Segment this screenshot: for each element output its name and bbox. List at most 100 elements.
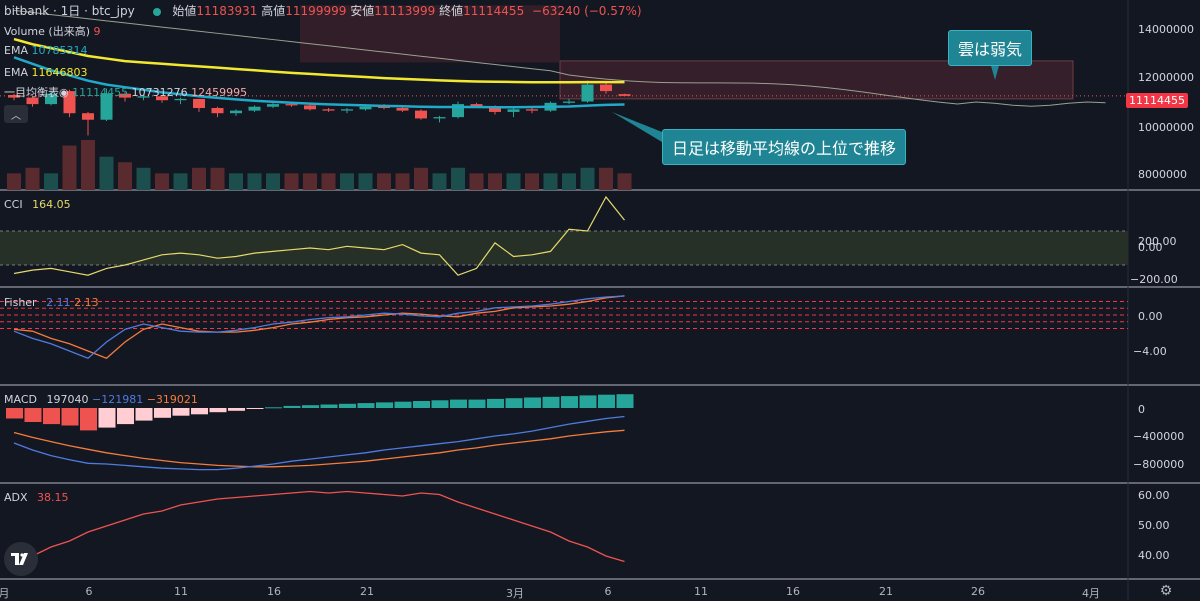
legend-ema-long[interactable]: EMA 11646803 [4,66,87,80]
volume-bar [7,173,21,190]
candle-body [322,109,335,111]
fisher-label: Fisher [4,296,37,309]
chevron-up-icon: ︿ [11,110,21,122]
volume-value: 9 [93,25,101,38]
macd-histogram-bar [376,402,393,408]
fisher-legend[interactable]: Fisher 2.11 2.13 [4,296,99,310]
cci-tick: −200.00 [1130,273,1178,286]
ema-long-value: 11646803 [31,66,88,79]
eye-icon: ◉ [59,86,69,99]
x-axis-label: 21 [879,585,893,598]
ema-long-label: EMA [4,66,28,79]
legend-ichimoku[interactable]: 一目均衡表◉ 11114455 10731276 12459995 [4,86,247,100]
adx-pane [13,490,625,563]
x-axis-label: 11 [174,585,188,598]
legend-ema-short[interactable]: EMA 10785314 [4,44,87,58]
macd-histogram-bar [80,408,97,431]
volume-bar [173,173,188,190]
cloud-note-callout[interactable]: 雲は弱気 [948,30,1033,66]
volume-bar [617,173,632,190]
cci-tick: 0.00 [1138,241,1163,254]
candle-body [26,97,39,105]
candle-body [8,95,20,98]
x-axis-label: 4月 [1082,587,1100,600]
x-axis-label: 26 [971,585,985,598]
x-axis-label: 16 [786,585,800,598]
tradingview-logo-icon[interactable] [4,542,38,576]
price-tick: 10000000 [1138,121,1194,134]
x-axis-label: 月 [0,587,10,600]
cci-value: 164.05 [32,198,71,211]
macd-histogram-bar [209,408,227,413]
volume-bar [469,173,484,190]
x-axis-label: 6 [604,585,612,598]
collapse-legend-button[interactable]: ︿ [4,105,28,123]
status-dot-icon [152,7,161,16]
fisher-trigger-line [13,295,625,359]
candle-body [507,109,520,112]
volume-bar [303,173,317,190]
volume-bar [377,173,391,190]
cci-tick: 200.00 [1138,235,1177,248]
macd-histogram-bar [172,408,190,416]
macd-histogram-bar [61,408,79,426]
legend-volume[interactable]: Volume (出来高) 9 [4,25,101,39]
tradingview-logo-glyph [11,553,28,565]
ichimoku-label: 一目均衡表 [4,86,59,99]
x-axis-label: 3月 [506,587,524,600]
x-axis-label: 16 [267,585,281,598]
macd-tick: −800000 [1133,458,1185,471]
macd-pane [6,394,634,471]
macd-label: MACD [4,393,37,406]
candle-body [563,101,575,103]
macd-histogram-bar [339,403,356,408]
callout-pointer [612,112,662,142]
cci-band [0,231,1128,265]
price-tick: 14000000 [1138,23,1194,36]
cci-legend[interactable]: CCI 164.05 [4,198,71,212]
volume-bar [25,167,40,190]
adx-legend[interactable]: ADX 38.15 [4,491,69,505]
volume-bar [229,173,243,190]
volume-bar [506,173,521,190]
change-value: −63240 (−0.57%) [532,4,642,18]
macd-histogram-bar [302,405,319,408]
candle-body [600,84,612,92]
volume-bar [284,173,299,190]
candle-body [489,106,501,112]
ema-long-line [13,37,625,84]
macd-histogram-bar [598,394,615,408]
ema-short-label: EMA [4,44,28,57]
candle-body [63,91,76,114]
volume-bar [247,173,262,190]
close-label: 終値 [439,4,464,18]
gear-icon[interactable]: ⚙ [1159,583,1173,599]
macd-histogram-bar [561,396,578,408]
macd-histogram-bar [579,395,597,408]
price-tick: 12000000 [1138,71,1194,84]
volume-bar [395,173,410,190]
macd-histogram-bar [135,408,153,421]
macd-line [13,415,625,471]
volume-bar [580,167,595,190]
macd-histogram-bar [431,400,449,408]
macd-legend[interactable]: MACD 197040 −121981 −319021 [4,393,198,407]
open-value: 11183931 [196,4,258,18]
ma-note-callout[interactable]: 日足は移動平均線の上位で推移 [662,129,907,165]
candle-body [267,104,279,107]
fisher-pane [0,295,1128,359]
volume-bar [321,173,336,190]
macd-histogram-bar [228,408,245,411]
candle-body [359,106,372,110]
volume-bar [81,140,95,190]
fisher-tick: −4.00 [1133,345,1167,358]
volume-bar [44,173,58,190]
close-value: 11114455 [463,4,525,18]
macd-histogram-bar [154,408,171,418]
volume-bar [136,167,151,190]
macd-histogram-bar [265,407,282,409]
symbol-title[interactable]: bitbank · 1日 · btc_jpy 始値11183931 高値1119… [4,4,642,18]
candle-body [433,117,446,119]
low-label: 安値 [350,4,375,18]
